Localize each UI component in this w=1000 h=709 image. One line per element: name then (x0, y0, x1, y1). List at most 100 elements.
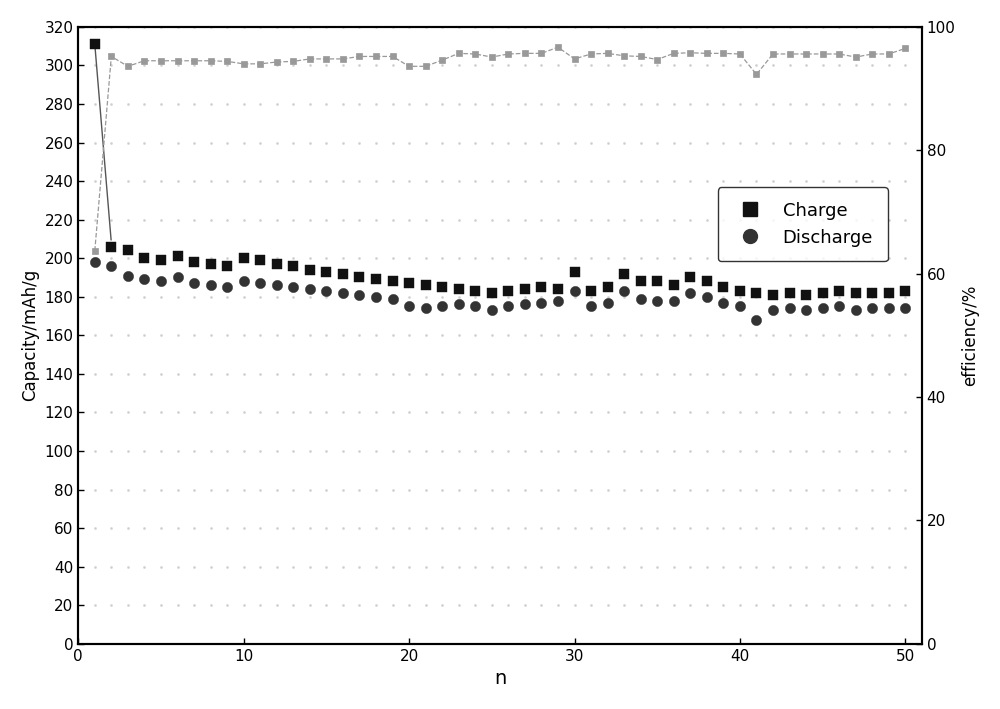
Point (236, 252, 252, 264)
Point (451, 298, 467, 310)
Point (633, 293, 649, 304)
Point (765, 305, 781, 316)
Point (583, 301, 599, 312)
Point (831, 285, 847, 296)
Point (533, 297, 549, 308)
Point (500, 301, 516, 312)
Point (285, 281, 301, 293)
Point (203, 279, 219, 291)
Point (782, 303, 798, 314)
X-axis label: n: n (494, 669, 506, 688)
Point (269, 258, 285, 269)
Point (120, 245, 136, 256)
Point (649, 295, 665, 306)
Point (87, 38, 103, 50)
Point (401, 301, 417, 312)
Point (583, 285, 599, 296)
Point (351, 289, 367, 301)
Point (732, 285, 748, 296)
Point (748, 287, 764, 298)
Point (682, 287, 698, 298)
Point (385, 293, 401, 304)
Point (368, 291, 384, 303)
Point (434, 301, 450, 312)
Point (881, 287, 897, 298)
Point (136, 252, 152, 264)
Point (418, 279, 434, 291)
Point (550, 295, 566, 306)
Y-axis label: Capacity/mAh/g: Capacity/mAh/g (21, 269, 39, 401)
Point (219, 281, 235, 293)
Point (136, 274, 152, 285)
Point (418, 303, 434, 314)
Point (881, 303, 897, 314)
Point (103, 260, 119, 272)
Point (252, 255, 268, 266)
Point (533, 281, 549, 293)
Point (831, 301, 847, 312)
Point (252, 277, 268, 289)
Point (897, 303, 913, 314)
Point (169, 250, 186, 262)
Point (864, 287, 880, 298)
Point (517, 298, 533, 310)
Point (186, 277, 202, 289)
Point (385, 276, 401, 287)
Point (484, 305, 500, 316)
Point (699, 276, 715, 287)
Point (153, 255, 169, 266)
Point (550, 284, 566, 295)
Point (368, 274, 384, 285)
Point (186, 257, 202, 268)
Point (765, 289, 781, 301)
Point (351, 272, 367, 283)
Point (748, 314, 764, 325)
Point (484, 287, 500, 298)
Point (715, 281, 731, 293)
Point (567, 266, 583, 277)
Point (666, 295, 682, 306)
Point (219, 260, 235, 272)
Point (120, 270, 136, 281)
Point (616, 268, 632, 279)
Point (203, 258, 219, 269)
Point (649, 276, 665, 287)
Legend: Charge, Discharge: Charge, Discharge (718, 187, 888, 261)
Point (517, 284, 533, 295)
Point (500, 285, 516, 296)
Point (782, 287, 798, 298)
Point (682, 272, 698, 283)
Point (633, 276, 649, 287)
Point (815, 287, 831, 298)
Point (616, 285, 632, 296)
Point (666, 279, 682, 291)
Point (103, 241, 119, 252)
Point (302, 284, 318, 295)
Point (715, 297, 731, 308)
Point (269, 279, 285, 291)
Point (153, 276, 169, 287)
Point (848, 305, 864, 316)
Point (567, 285, 583, 296)
Point (600, 281, 616, 293)
Point (318, 285, 334, 296)
Point (335, 268, 351, 279)
Point (335, 287, 351, 298)
Point (451, 284, 467, 295)
Point (798, 305, 814, 316)
Point (897, 285, 913, 296)
Point (434, 281, 450, 293)
Point (401, 277, 417, 289)
Point (236, 276, 252, 287)
Point (302, 264, 318, 275)
Point (699, 291, 715, 303)
Point (732, 301, 748, 312)
Point (815, 303, 831, 314)
Point (318, 266, 334, 277)
Point (467, 301, 483, 312)
Point (285, 260, 301, 272)
Point (798, 289, 814, 301)
Point (864, 303, 880, 314)
Point (87, 257, 103, 268)
Point (848, 287, 864, 298)
